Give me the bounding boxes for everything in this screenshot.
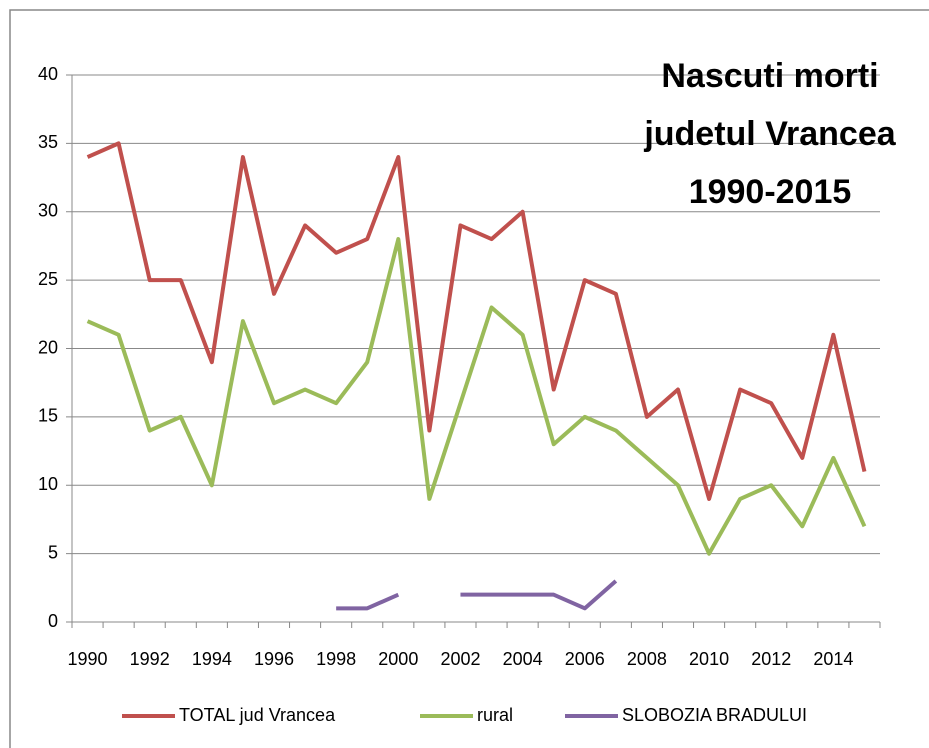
series-line xyxy=(336,579,618,611)
legend-label: SLOBOZIA BRADULUI xyxy=(622,705,807,725)
x-tick-label: 1994 xyxy=(192,649,232,669)
legend-label: TOTAL jud Vrancea xyxy=(179,705,336,725)
y-tick-label: 15 xyxy=(38,406,58,426)
x-tick-label: 2008 xyxy=(627,649,667,669)
y-tick-label: 10 xyxy=(38,474,58,494)
x-tick-label: 2012 xyxy=(751,649,791,669)
y-tick-label: 0 xyxy=(48,611,58,631)
chart-title: judetul Vrancea xyxy=(643,115,896,153)
x-tick-label: 2000 xyxy=(378,649,418,669)
y-tick-label: 35 xyxy=(38,132,58,152)
x-tick-label: 2002 xyxy=(440,649,480,669)
x-tick-label: 1990 xyxy=(68,649,108,669)
chart-title: 1990-2015 xyxy=(689,173,852,211)
y-tick-label: 25 xyxy=(38,269,58,289)
chart-title: Nascuti morti xyxy=(661,57,878,95)
y-tick-label: 40 xyxy=(38,64,58,84)
series-line xyxy=(86,237,867,556)
y-tick-label: 5 xyxy=(48,542,58,562)
x-tick-label: 2014 xyxy=(813,649,853,669)
x-tick-label: 2006 xyxy=(565,649,605,669)
x-tick-label: 2010 xyxy=(689,649,729,669)
x-tick-label: 1996 xyxy=(254,649,294,669)
legend-label: rural xyxy=(477,705,513,725)
x-tick-label: 1992 xyxy=(130,649,170,669)
series-line xyxy=(86,141,867,501)
x-tick-label: 2004 xyxy=(503,649,543,669)
y-tick-label: 30 xyxy=(38,201,58,221)
x-tick-label: 1998 xyxy=(316,649,356,669)
y-tick-label: 20 xyxy=(38,337,58,357)
